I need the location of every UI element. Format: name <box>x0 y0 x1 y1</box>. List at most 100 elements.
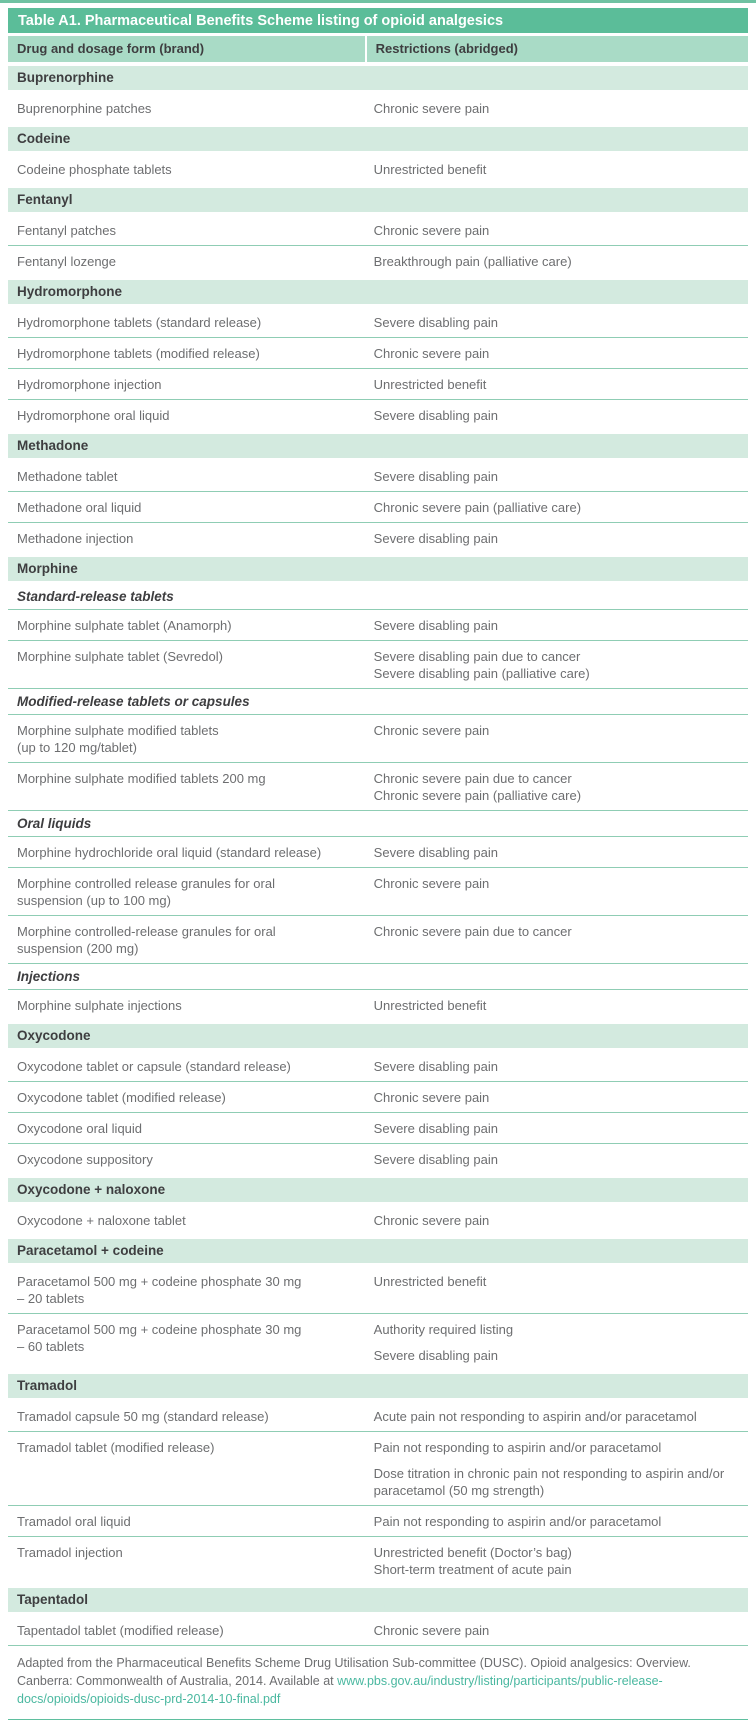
table-row: Tramadol injection Unrestricted benefit (… <box>8 1537 748 1584</box>
subsection-header-row: Oral liquids <box>8 811 748 837</box>
restriction-cell: Severe disabling pain <box>365 461 748 491</box>
restriction-cell: Pain not responding to aspirin and/or pa… <box>365 1506 748 1536</box>
restriction-cell: Acute pain not responding to aspirin and… <box>365 1401 748 1431</box>
drug-cell: Buprenorphine patches <box>17 101 152 116</box>
restriction-paragraph: Unrestricted benefit <box>373 1274 487 1289</box>
drug-cell: Oxycodone oral liquid <box>17 1121 143 1136</box>
table-row: Morphine sulphate tablet (Sevredol) Sever… <box>8 641 748 689</box>
drug-cell: Oxycodone suppository <box>17 1152 153 1167</box>
restriction-paragraph: Severe disabling pain <box>373 408 498 423</box>
drug-cell: Hydromorphone injection <box>17 377 162 392</box>
table-row: Methadone tablet Severe disabling pain <box>8 461 748 492</box>
restriction-cell: Unrestricted benefit <box>365 990 748 1020</box>
restriction-paragraph: Severe disabling pain <box>373 1348 498 1363</box>
section-header-row: Fentanyl <box>8 188 748 212</box>
drug-cell: Oxycodone + naloxone tablet <box>17 1213 186 1228</box>
restriction-paragraph: Chronic severe pain due to cancer Chroni… <box>373 771 582 803</box>
section-title: Oxycodone + naloxone <box>17 1182 166 1197</box>
restriction-paragraph: Chronic severe pain <box>373 223 490 238</box>
section-title: Tapentadol <box>17 1592 89 1607</box>
drug-cell: Morphine sulphate tablet (Sevredol) <box>17 649 223 664</box>
section-header-row: Codeine <box>8 127 748 151</box>
table-body: Buprenorphine Buprenorphine patches Chroni… <box>8 66 748 1645</box>
table-row: Oxycodone oral liquid Severe disabling pa… <box>8 1113 748 1144</box>
table-row: Oxycodone suppository Severe disabling pa… <box>8 1144 748 1174</box>
table-row: Morphine sulphate modified tablets 200 m… <box>8 763 748 811</box>
restriction-paragraph: Unrestricted benefit <box>373 998 487 1013</box>
restriction-paragraph: Acute pain not responding to aspirin and… <box>373 1409 697 1424</box>
table-row: Hydromorphone oral liquid Severe disablin… <box>8 400 748 430</box>
section-header-row: Morphine <box>8 557 748 581</box>
restriction-paragraph: Chronic severe pain <box>373 1623 490 1638</box>
restriction-cell: Chronic severe pain due to cancer <box>365 916 748 963</box>
restriction-paragraph: Authority required listing <box>373 1322 514 1337</box>
restriction-paragraph: Chronic severe pain <box>373 1213 490 1228</box>
restriction-cell: Severe disabling pain <box>365 1051 748 1081</box>
drug-cell: Codeine phosphate tablets <box>17 162 172 177</box>
drug-cell: Morphine sulphate modified tablets (up t… <box>17 723 219 755</box>
restriction-paragraph: Chronic severe pain <box>373 723 490 738</box>
restriction-paragraph: Severe disabling pain <box>373 1059 498 1074</box>
section-header-row: Hydromorphone <box>8 280 748 304</box>
restriction-paragraph: Breakthrough pain (palliative care) <box>373 254 572 269</box>
drug-cell: Oxycodone tablet or capsule (standard re… <box>17 1059 291 1074</box>
table-row: Tramadol capsule 50 mg (standard release… <box>8 1401 748 1432</box>
section-title: Morphine <box>17 561 78 576</box>
drug-cell: Morphine controlled-release granules for… <box>17 924 276 956</box>
drug-cell: Tapentadol tablet (modified release) <box>17 1623 224 1638</box>
source-link[interactable]: www.pbs.gov.au/industry/listing/particip… <box>17 1674 663 1706</box>
table-row: Hydromorphone tablets (standard release)… <box>8 307 748 338</box>
table-title-bar: Table A1. Pharmaceutical Benefits Scheme… <box>8 8 748 33</box>
table-row: Codeine phosphate tablets Unrestricted be… <box>8 154 748 184</box>
restriction-cell: Severe disabling pain <box>365 523 748 553</box>
restriction-paragraph: Unrestricted benefit <box>373 162 487 177</box>
table-row: Hydromorphone injection Unrestricted bene… <box>8 369 748 400</box>
drug-cell: Morphine sulphate modified tablets 200 m… <box>17 771 266 786</box>
restriction-paragraph: Pain not responding to aspirin and/or pa… <box>373 1440 662 1455</box>
drug-cell: Tramadol capsule 50 mg (standard release… <box>17 1409 269 1424</box>
restriction-paragraph: Chronic severe pain <box>373 1090 490 1105</box>
restriction-cell: Chronic severe pain <box>365 715 748 762</box>
table-row: Tramadol tablet (modified release) Pain n… <box>8 1432 748 1506</box>
restriction-paragraph: Chronic severe pain due to cancer <box>373 924 572 939</box>
table-row: Buprenorphine patches Chronic severe pain <box>8 93 748 123</box>
section-title: Methadone <box>17 438 89 453</box>
column-header-row: Drug and dosage form (brand) Restriction… <box>8 36 748 62</box>
table-row: Fentanyl lozenge Breakthrough pain (palli… <box>8 246 748 276</box>
restriction-paragraph: Chronic severe pain <box>373 346 490 361</box>
drug-cell: Fentanyl lozenge <box>17 254 117 269</box>
drug-cell: Methadone tablet <box>17 469 118 484</box>
table-row: Fentanyl patches Chronic severe pain <box>8 215 748 246</box>
restriction-cell: Unrestricted benefit <box>365 154 748 184</box>
section-title: Paracetamol + codeine <box>17 1243 164 1258</box>
table-row: Hydromorphone tablets (modified release)… <box>8 338 748 369</box>
table-row: Morphine sulphate tablet (Anamorph) Sever… <box>8 610 748 641</box>
table-row: Morphine sulphate modified tablets (up t… <box>8 715 748 763</box>
subsection-header-row: Standard-release tablets <box>8 584 748 610</box>
restriction-cell: Chronic severe pain <box>365 1082 748 1112</box>
table-row: Oxycodone tablet or capsule (standard re… <box>8 1051 748 1082</box>
section-header-row: Methadone <box>8 434 748 458</box>
table-row: Tramadol oral liquid Pain not responding … <box>8 1506 748 1537</box>
restriction-paragraph: Unrestricted benefit <box>373 377 487 392</box>
restriction-paragraph: Severe disabling pain <box>373 531 498 546</box>
restriction-paragraph: Severe disabling pain <box>373 469 498 484</box>
restriction-cell: Chronic severe pain <box>365 338 748 368</box>
table-row: Morphine controlled release granules for… <box>8 868 748 916</box>
top-rule <box>0 0 756 3</box>
subsection-header-row: Injections <box>8 964 748 990</box>
restriction-paragraph: Severe disabling pain <box>373 1152 498 1167</box>
restriction-cell: Severe disabling pain <box>365 1113 748 1143</box>
drug-cell: Hydromorphone tablets (modified release) <box>17 346 260 361</box>
drug-cell: Morphine sulphate tablet (Anamorph) <box>17 618 232 633</box>
column-header-restrictions: Restrictions (abridged) <box>366 36 748 62</box>
restriction-cell: Chronic severe pain (palliative care) <box>365 492 748 522</box>
section-header-row: Oxycodone <box>8 1024 748 1048</box>
drug-cell: Hydromorphone tablets (standard release) <box>17 315 262 330</box>
table-title: Table A1. Pharmaceutical Benefits Scheme… <box>18 13 504 29</box>
restriction-cell: Chronic severe pain <box>365 868 748 915</box>
restriction-cell: Chronic severe pain <box>365 1615 748 1645</box>
restriction-paragraph: Chronic severe pain (palliative care) <box>373 500 582 515</box>
restriction-paragraph: Severe disabling pain <box>373 618 498 633</box>
footer-note: Adapted from the Pharmaceutical Benefits… <box>8 1645 748 1720</box>
